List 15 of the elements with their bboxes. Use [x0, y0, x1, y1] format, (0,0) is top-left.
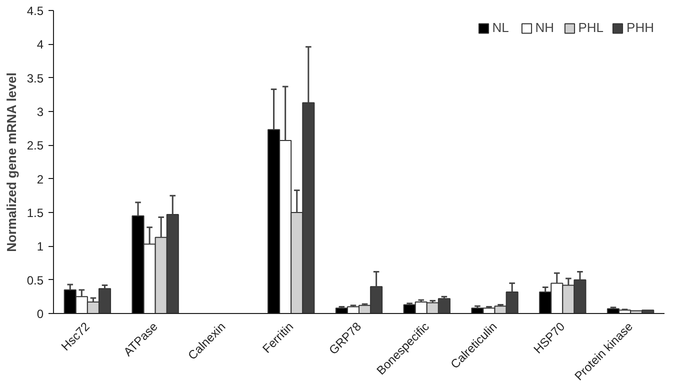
y-tick-label: 3: [36, 105, 44, 119]
y-axis-title: Normalized gene mRNA level: [4, 72, 19, 252]
y-tick-label: 0: [36, 307, 44, 321]
y-tick-label: 2.5: [26, 138, 44, 153]
y-tick-label: 2: [36, 172, 44, 186]
legend-label: PHL: [578, 20, 604, 35]
y-tick-label: 0.5: [26, 273, 44, 288]
y-tick-label: 4: [36, 38, 44, 52]
legend-label: NL: [492, 20, 510, 35]
legend-label: NH: [535, 20, 556, 35]
y-tick-label: 1: [36, 240, 44, 254]
y-tick-label: 4.5: [26, 4, 44, 18]
y-tick-label: 1.5: [26, 206, 44, 220]
y-tick-label: 3.5: [26, 71, 44, 86]
legend-label: PHH: [626, 20, 654, 35]
